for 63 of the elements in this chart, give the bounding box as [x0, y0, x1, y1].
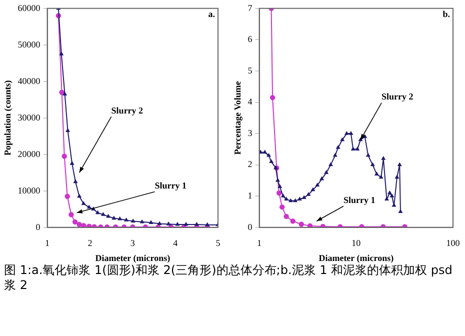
annotation: Slurry 2: [382, 92, 414, 102]
y-axis-title: Population (counts): [2, 80, 13, 156]
caption: 图 1:a.氧化铈浆 1(圆形)和浆 2(三角形)的总体分布;b.泥浆 1 和泥浆的体积加权 psd: [4, 263, 454, 278]
annotation: b.: [442, 9, 450, 20]
y-tick-label: 60000: [18, 2, 41, 13]
point: [59, 51, 64, 56]
point: [66, 128, 70, 132]
x-tick-label: 4: [173, 238, 178, 248]
x-tick-label: 1: [257, 238, 262, 248]
point: [73, 179, 78, 184]
annotation: a.: [208, 9, 215, 20]
x-tick-label: 100: [446, 238, 460, 248]
point: [157, 221, 162, 226]
y-axis-title: Percentage Volume: [232, 81, 243, 155]
point: [59, 90, 64, 95]
x-axis-title: Diameter (microns): [95, 252, 170, 263]
y-tick-label: 4: [248, 96, 253, 107]
annotation: Slurry 1: [344, 194, 376, 205]
y-tick-label: 20000: [18, 148, 41, 159]
y-tick-label: 7: [248, 2, 253, 13]
point: [80, 222, 86, 228]
point: [118, 216, 122, 220]
point: [62, 92, 68, 96]
point: [112, 216, 116, 220]
y-tick-label: 50000: [18, 39, 41, 50]
x-axis-title: Diameter (microns): [318, 252, 394, 263]
y-tick-label: 6: [248, 34, 253, 44]
point: [62, 154, 67, 159]
point: [86, 224, 92, 228]
annotation: Slurry 1: [154, 180, 187, 191]
point: [175, 222, 180, 226]
y-tick-label: 0: [36, 222, 41, 232]
point: [70, 160, 74, 165]
annotation: Slurry 2: [111, 105, 144, 116]
point: [77, 194, 82, 198]
x-tick-label: 2: [88, 238, 92, 248]
text: 浆 2: [4, 278, 28, 293]
y-tick-label: 5: [248, 65, 253, 76]
y-tick-label: 10000: [18, 185, 41, 196]
point: [166, 222, 171, 226]
x-tick-label: 1: [45, 238, 50, 248]
x-tick-label: 5: [216, 238, 221, 248]
point: [95, 210, 100, 214]
point: [184, 222, 188, 226]
point: [100, 212, 106, 216]
y-tick-label: 30000: [18, 112, 41, 122]
y-tick-label: 0: [248, 222, 253, 232]
point: [148, 220, 154, 224]
point: [64, 194, 70, 199]
point: [81, 201, 86, 205]
x-tick-label: 3: [130, 238, 136, 248]
y-tick-label: 1: [248, 190, 252, 200]
point: [124, 218, 128, 222]
point: [72, 219, 78, 225]
y-tick-label: 40000: [18, 76, 41, 86]
y-tick-label: 2: [248, 159, 252, 170]
point: [194, 222, 199, 226]
x-tick-label: 10: [352, 238, 362, 248]
point: [106, 214, 111, 218]
point: [86, 204, 92, 209]
y-tick-label: 3: [248, 128, 253, 138]
point: [68, 212, 74, 218]
point: [130, 218, 136, 222]
